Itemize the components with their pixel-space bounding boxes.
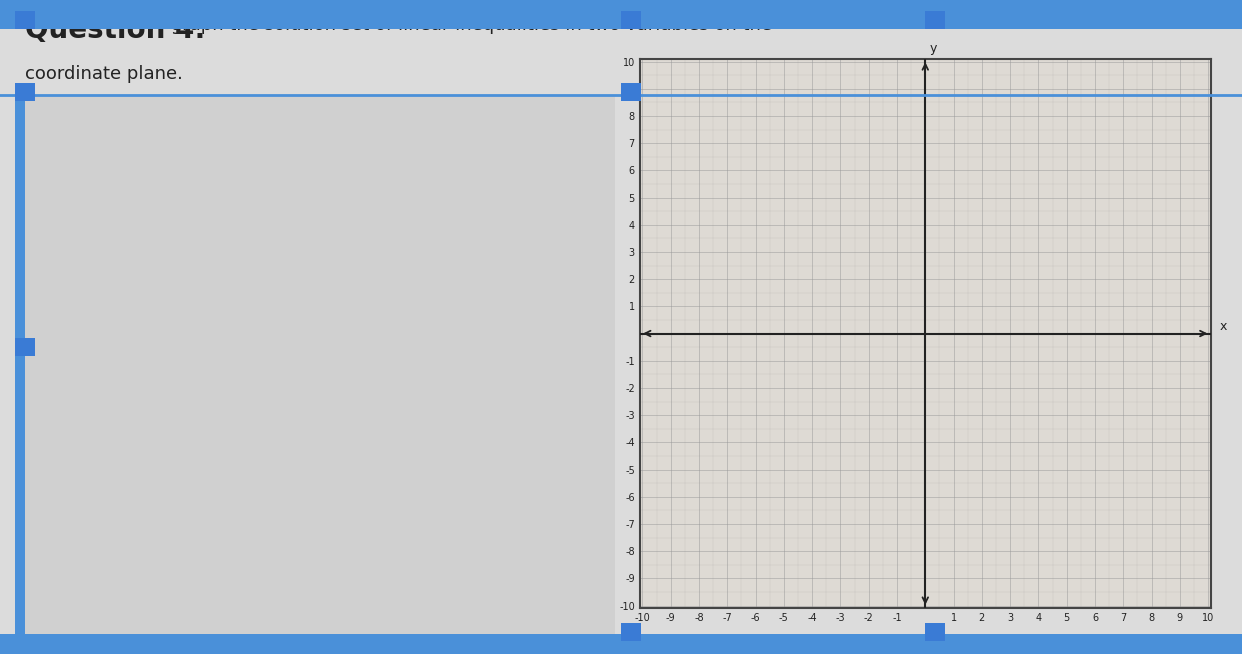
Text: Graph the inequality y ≤ 3x + 4: Graph the inequality y ≤ 3x + 4 xyxy=(35,131,368,151)
Text: graph the solution set of linear inequalities in two variables on the: graph the solution set of linear inequal… xyxy=(164,16,771,35)
Text: Question 4:: Question 4: xyxy=(25,16,205,44)
Text: Questions to ask yourself:: Questions to ask yourself: xyxy=(35,268,287,287)
Text: Where do I need to shade?: Where do I need to shade? xyxy=(35,445,296,464)
Text: x: x xyxy=(1220,320,1227,334)
Text: differently than an equation?: differently than an equation? xyxy=(35,386,318,405)
Text: ■: ■ xyxy=(16,340,26,350)
Text: y: y xyxy=(930,42,938,55)
Text: Is the line solid or dashed and why?: Is the line solid or dashed and why? xyxy=(35,517,384,536)
Text: How is an inequality graphed: How is an inequality graphed xyxy=(35,340,319,359)
Text: coordinate plane.: coordinate plane. xyxy=(25,65,183,84)
